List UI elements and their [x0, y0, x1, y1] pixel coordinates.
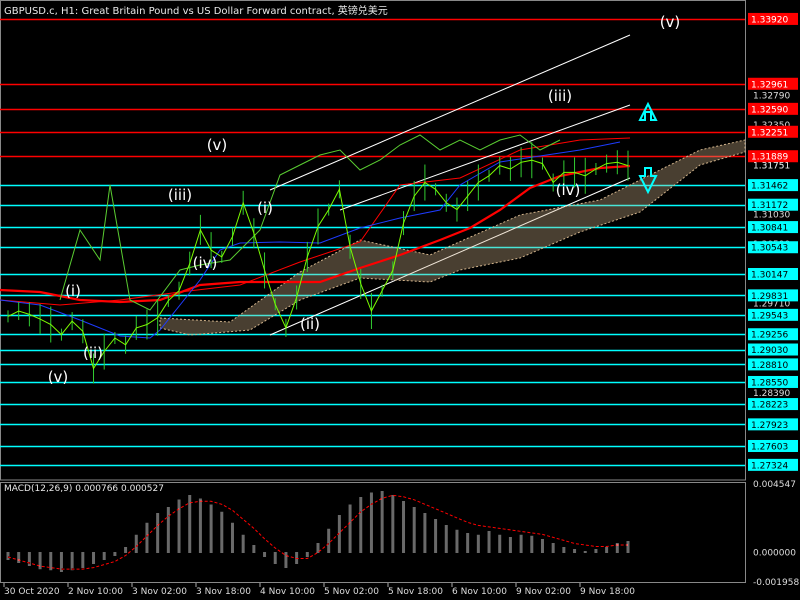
cyan-level-label: 1.30841 [751, 224, 788, 234]
cyan-level-label: 1.30147 [751, 271, 788, 281]
cyan-level-label: 1.29831 [751, 292, 788, 302]
chart-title: GBPUSD.c, H1: Great Britain Pound vs US … [4, 6, 388, 17]
time-axis-label: 30 Oct 2020 [4, 587, 60, 597]
channel-line [269, 34, 631, 191]
cyan-level-label: 1.29030 [751, 346, 788, 356]
time-axis-label: 5 Nov 02:00 [324, 587, 379, 597]
red-level-label: 1.32251 [751, 128, 788, 138]
red-level-label: 1.32961 [751, 80, 788, 90]
macd-axis-label: 0.004547 [753, 480, 796, 490]
cyan-level-box [748, 458, 798, 471]
chikou-line [59, 134, 561, 311]
cyan-level-label: 1.28550 [751, 378, 788, 388]
wave-label: (iii) [168, 186, 192, 204]
cyan-level-label: 1.29256 [751, 331, 788, 341]
red-level-label: 1.33920 [751, 15, 788, 25]
price-axis-label: 1.28390 [753, 389, 790, 399]
moving-average-line [0, 164, 631, 304]
wave-label: (ii) [300, 315, 320, 333]
price-axis-label: 1.31030 [753, 210, 790, 220]
current-price-label: 1.31751 [753, 162, 790, 172]
cyan-level-box [748, 241, 798, 254]
cyan-level-box [748, 398, 798, 411]
cyan-level-box [748, 375, 798, 388]
time-axis-label: 5 Nov 18:00 [388, 587, 443, 597]
red-level-label: 1.31889 [751, 153, 788, 163]
red-level-box [748, 12, 798, 25]
time-axis-label: 6 Nov 10:00 [452, 587, 507, 597]
time-axis-label: 2 Nov 10:00 [68, 587, 123, 597]
cyan-level-label: 1.31172 [751, 201, 788, 211]
cyan-level-box [748, 289, 798, 302]
cyan-level-box [748, 343, 798, 356]
cyan-level-box [748, 308, 798, 321]
cyan-level-label: 1.28810 [751, 361, 788, 371]
time-axis-label: 9 Nov 02:00 [516, 587, 571, 597]
cyan-level-label: 1.27923 [751, 421, 788, 431]
price-axis-label: 1.29710 [753, 300, 790, 310]
wave-label: (i) [257, 199, 273, 217]
cyan-level-label: 1.29543 [751, 311, 788, 321]
time-axis-label: 3 Nov 02:00 [132, 587, 187, 597]
cyan-level-box [748, 221, 798, 234]
wave-label: (v) [48, 368, 69, 386]
cyan-level-label: 1.31462 [751, 182, 788, 192]
wave-label: (v) [660, 13, 681, 31]
channel-line [269, 177, 631, 336]
cyan-level-box [748, 179, 798, 192]
red-level-label: 1.32590 [751, 105, 788, 115]
cyan-level-label: 1.27603 [751, 442, 788, 452]
red-level-box [748, 102, 798, 115]
wave-label: (iv) [556, 181, 581, 199]
price-line [7, 159, 629, 370]
wave-label: (ii) [83, 344, 103, 362]
wave-label: (v) [207, 136, 228, 154]
cyan-level-label: 1.27324 [751, 461, 788, 471]
down-arrow-icon [638, 167, 658, 195]
cyan-level-label: 1.28223 [751, 401, 788, 411]
cyan-level-box [748, 328, 798, 341]
macd-axis-label: -0.001958 [753, 578, 799, 588]
main-pane-frame [0, 0, 746, 481]
red-level-box [748, 77, 798, 90]
kijun-line [0, 137, 631, 306]
price-axis-label: 1.31751 [753, 162, 790, 172]
up-arrow-icon [638, 101, 658, 121]
cyan-level-box [748, 198, 798, 211]
channel-line [339, 104, 631, 211]
cyan-level-box [748, 418, 798, 431]
cyan-level-box [748, 268, 798, 281]
price-axis-label: 1.32790 [753, 91, 790, 101]
wave-label: (iv) [193, 254, 218, 272]
ichimoku-cloud [159, 139, 746, 336]
cyan-level-box [748, 439, 798, 452]
macd-signal-line [7, 494, 628, 570]
cyan-level-box [748, 358, 798, 371]
wave-label: (i) [65, 282, 81, 300]
cyan-level-label: 1.30543 [751, 244, 788, 254]
wave-label: (iii) [548, 87, 572, 105]
time-axis-label: 9 Nov 18:00 [580, 587, 635, 597]
macd-pane-frame [0, 482, 746, 583]
red-level-box [748, 150, 798, 163]
time-axis-label: 3 Nov 18:00 [196, 587, 251, 597]
macd-axis-label: 0.000000 [753, 549, 796, 559]
macd-title: MACD(12,26,9) 0.000766 0.000527 [4, 484, 164, 494]
red-level-box [748, 125, 798, 138]
time-axis-label: 4 Nov 10:00 [260, 587, 315, 597]
